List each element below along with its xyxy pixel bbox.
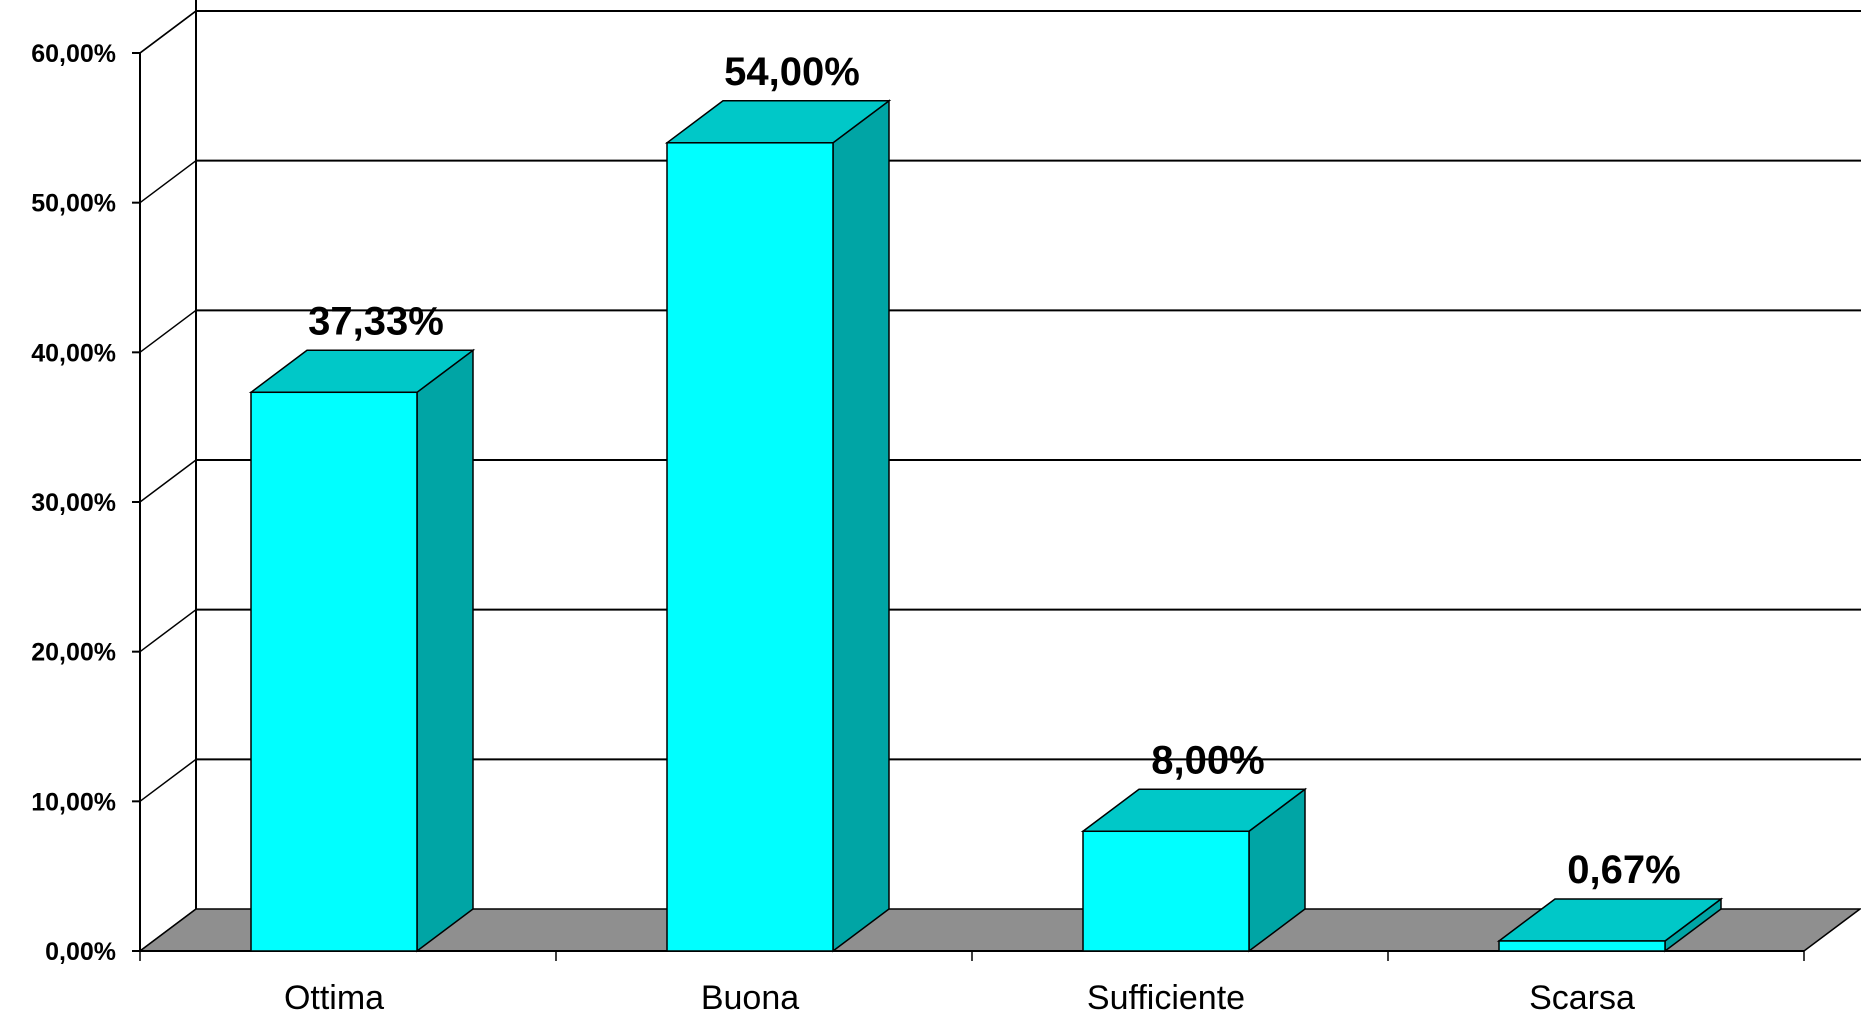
data-label: 54,00%	[724, 50, 860, 94]
side-wall-gridline	[139, 609, 197, 653]
y-tick-label: 20,00%	[31, 639, 116, 667]
bar-front-face	[666, 142, 834, 952]
bars: 37,33% 54,00% 8,00% 0,67%	[248, 50, 1724, 953]
x-category-label: Buona	[701, 979, 799, 1017]
side-wall-gridline	[139, 459, 197, 503]
y-tick-label: 10,00%	[31, 788, 116, 816]
bar-side-face	[416, 348, 474, 953]
y-axis-ticks: 0,00% 10,00% 20,00% 30,00% 40,00% 50,00% 60,00…	[31, 40, 140, 966]
bar-side-face	[832, 99, 890, 953]
y-tick-label: 30,00%	[31, 489, 116, 517]
y-tick-label: 50,00%	[31, 190, 116, 218]
data-label: 0,67%	[1567, 848, 1680, 892]
y-tick-label: 40,00%	[31, 339, 116, 367]
y-tick-label: 60,00%	[31, 40, 116, 68]
data-label: 37,33%	[308, 299, 444, 343]
gridlines	[139, 10, 1861, 952]
chart-walls	[139, 0, 197, 909]
bar: 8,00%	[1080, 738, 1308, 953]
x-category-label: Ottima	[284, 979, 384, 1017]
x-axis-ticks: Ottima Buona Sufficiente Scarsa	[139, 951, 1805, 1017]
data-label: 8,00%	[1151, 738, 1264, 782]
bar-front-face	[1082, 830, 1250, 952]
bar-front-face	[250, 391, 418, 952]
bar: 54,00%	[664, 50, 892, 953]
bar: 37,33%	[248, 299, 476, 953]
bar: 0,67%	[1496, 848, 1724, 953]
side-wall-gridline	[139, 758, 197, 802]
side-wall-gridline	[139, 309, 197, 353]
side-wall-gridline	[139, 160, 197, 204]
y-tick-label: 0,00%	[45, 938, 116, 966]
x-category-label: Sufficiente	[1087, 979, 1245, 1017]
bar-front-face	[1498, 940, 1666, 952]
x-category-label: Scarsa	[1529, 979, 1635, 1017]
side-wall-gridline	[139, 10, 197, 54]
